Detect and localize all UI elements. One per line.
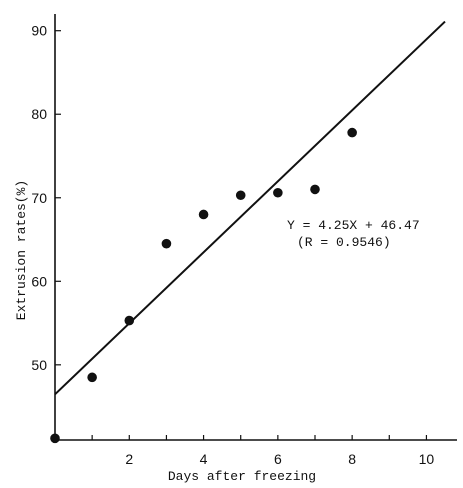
data-point (273, 187, 283, 198)
regression-equation-label: Y = 4.25X + 46.47 (287, 218, 420, 233)
fit-layer (54, 20, 446, 396)
x-tick-label: 6 (274, 451, 282, 467)
x-tick-label: 2 (125, 451, 133, 467)
x-axis-title: Days after freezing (168, 469, 316, 484)
data-point (50, 433, 60, 444)
y-tick-label: 90 (31, 23, 47, 39)
y-tick-label: 80 (31, 106, 47, 122)
data-point (124, 315, 135, 326)
data-point (198, 209, 209, 220)
ticks-layer: 2 4 6 8 10 50 60 70 80 90 (31, 23, 434, 467)
axes-layer (54, 14, 457, 441)
correlation-r-label: (R = 0.9546) (297, 235, 391, 250)
y-tick-label: 70 (31, 190, 47, 206)
x-tick-label: 4 (200, 451, 208, 467)
y-axis-title: Extrusion rates(%) (14, 180, 29, 320)
data-point (87, 372, 97, 383)
y-tick-label: 60 (31, 273, 47, 289)
data-point (310, 184, 320, 195)
data-point (347, 127, 357, 138)
x-tick-label: 8 (348, 451, 356, 467)
regression-line (54, 20, 446, 396)
data-point (235, 190, 246, 201)
x-tick-label: 10 (419, 451, 435, 467)
data-point (161, 238, 172, 249)
points-layer (50, 127, 357, 444)
y-tick-label: 50 (31, 357, 47, 373)
labels-layer: Days after freezing Extrusion rates(%) Y… (14, 180, 420, 484)
